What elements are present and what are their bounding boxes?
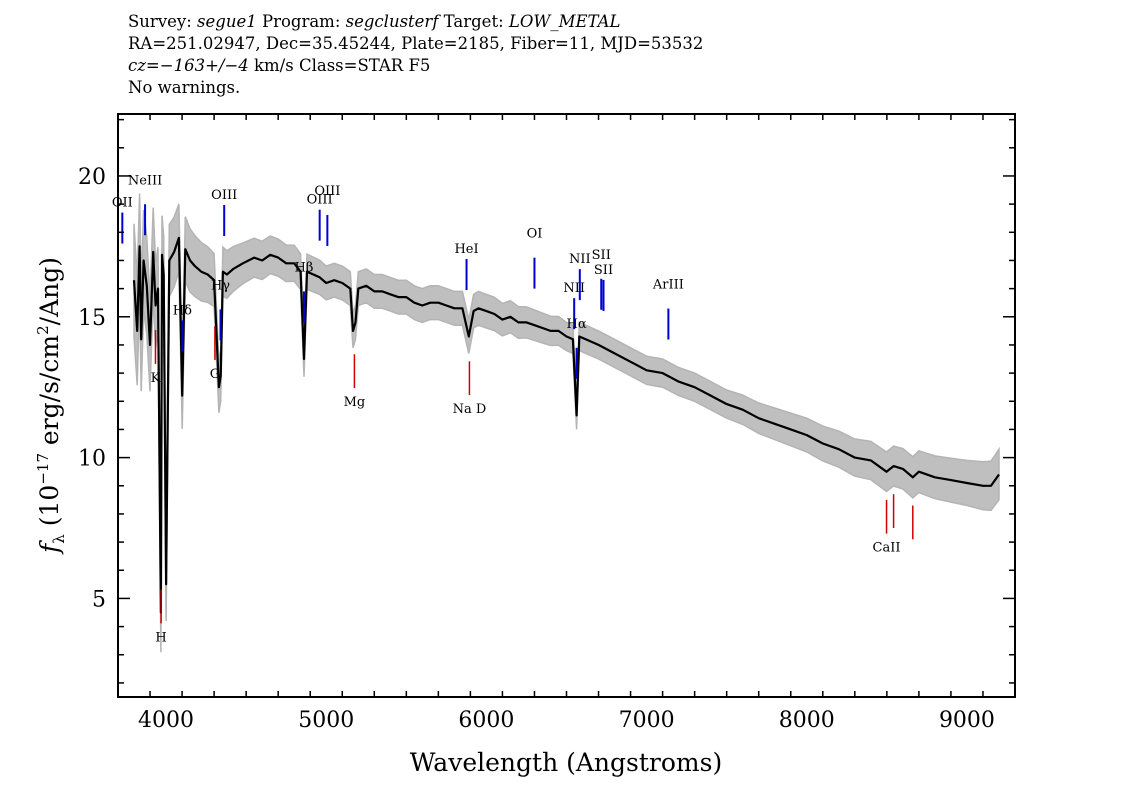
target-value: LOW_METAL [508,12,621,31]
absorption-line-label: K [151,371,161,386]
class-value: km/s Class=STAR F5 [248,56,431,75]
spectrum-line [132,236,1000,614]
x-tick-label: 8000 [779,708,835,733]
emission-line-label: Hα [567,317,587,332]
emission-line-label: OIII [307,193,333,208]
y-tick-label: 5 [92,587,106,612]
ylabel-lambda: λ [50,534,68,544]
x-tick-label: 7000 [619,708,675,733]
ylabel-units: erg/s/cm [35,335,64,453]
x-tick-label: 6000 [458,708,514,733]
x-axis-title: Wavelength (Angstroms) [410,748,722,777]
emission-line-label: SII [592,248,611,263]
emission-line-label: Hβ [295,260,314,275]
absorption-line-label: Mg [344,395,366,410]
axis-ticks: 4000 5000 6000 7000 8000 9000 5 10 15 20 [78,114,1016,733]
ylabel-open: (10 [35,485,64,535]
header-line-2: RA=251.02947, Dec=35.45244, Plate=2185, … [128,34,704,53]
y-tick-label: 10 [78,447,106,472]
x-tick-label: 5000 [298,708,354,733]
emission-line-label: ArIII [652,278,684,293]
error-band-area [133,193,1000,653]
emission-line-label: OIII [211,188,237,203]
ylabel-sq: 2 [34,325,52,335]
x-tick-label: 4000 [138,708,194,733]
absorption-line-label: CaII [873,541,901,556]
spectrum-header: Survey: segue1 Program: segclusterf Targ… [128,11,703,99]
y-tick-label: 20 [78,165,106,190]
ylabel-exp: −17 [34,453,52,485]
header-line-4: No warnings. [128,78,241,97]
x-tick-label: 9000 [939,708,995,733]
emission-line-label: NeIII [128,173,162,188]
absorption-line-label: Na D [453,402,487,417]
target-label: Target: [438,12,509,31]
program-value: segclusterf [345,12,439,31]
spectrum-series [132,236,1000,614]
survey-value: segue1 [197,12,257,31]
absorption-line-label: H [155,630,166,645]
emission-line-label: SII [594,263,613,278]
survey-label: Survey: [128,12,198,31]
emission-line-label: OII [112,196,133,211]
header-line-3: cz=−163+/−4 km/s Class=STAR F5 [128,55,703,77]
emission-line-label: NII [569,252,591,267]
redshift-value: cz=−163+/−4 [128,56,249,75]
ylabel-close: /Ang) [35,257,64,325]
emission-line-label: Hδ [173,303,192,318]
program-label: Program: [256,12,346,31]
header-line-1: Survey: segue1 Program: segclusterf Targ… [128,11,703,33]
ylabel-f: f [35,540,64,555]
emission-line-label: OIII [314,184,340,199]
emission-line-label: HeI [454,242,478,257]
emission-line-label: Hγ [211,278,230,293]
emission-line-label: NII [563,281,585,296]
y-axis-title: fλ (10−17 erg/s/cm2/Ang) [34,257,68,555]
axis-labels: Wavelength (Angstroms) fλ (10−17 erg/s/c… [34,257,722,777]
absorption-line-label: G [210,367,220,382]
emission-line-label: OI [527,227,543,242]
y-tick-label: 15 [78,306,106,331]
plot-frame [117,113,1016,698]
error-band [133,193,1000,653]
